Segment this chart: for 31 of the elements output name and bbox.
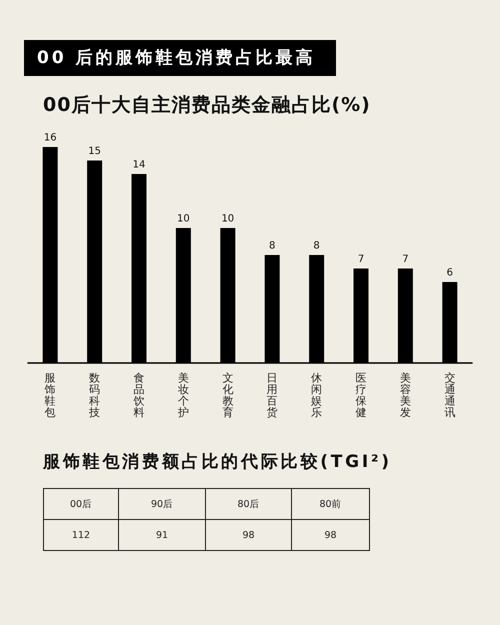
category-label: 80前 xyxy=(292,488,370,520)
data-label: 112 xyxy=(44,520,118,550)
data-label: 8 xyxy=(313,240,320,252)
x-tick-label: 医疗保健 xyxy=(356,371,366,419)
x-tick-label: 休闲娱乐 xyxy=(311,371,322,419)
data-label: 7 xyxy=(402,254,409,265)
data-label: 15 xyxy=(88,146,101,157)
data-label: 16 xyxy=(44,132,57,144)
data-label: 98 xyxy=(292,520,370,550)
data-label: 10 xyxy=(177,214,190,224)
data-label: 10 xyxy=(221,214,234,224)
x-tick-label: 数码科技 xyxy=(88,371,100,419)
x-tick-label: 文化教育 xyxy=(222,371,234,419)
data-label: 7 xyxy=(358,254,364,265)
data-label: 6 xyxy=(446,268,453,278)
category-label: 00后 xyxy=(44,488,118,520)
category-label: 90后 xyxy=(118,488,206,520)
x-tick-label: 美妆个护 xyxy=(176,371,189,419)
data-label: 91 xyxy=(118,520,206,550)
x-tick-label: 食品饮料 xyxy=(132,371,144,419)
category-label: 80后 xyxy=(206,488,292,520)
data-label: 14 xyxy=(132,160,146,170)
x-tick-label: 日用百货 xyxy=(266,371,278,419)
x-tick-label: 美容美发 xyxy=(400,371,411,419)
chart-subtitle: 00后十大自主消费品类金融占比(%) xyxy=(43,93,371,118)
text: 服饰鞋包消费额占比的代际比较(TGI²) xyxy=(43,451,392,473)
data-label: 98 xyxy=(206,520,292,550)
x-tick-label: 交通通讯 xyxy=(444,371,456,419)
x-tick-label: 服饰鞋包 xyxy=(44,371,56,419)
chart-title: 00 后的服饰鞋包消费占比最高 xyxy=(24,40,336,76)
data-label: 8 xyxy=(269,240,276,252)
